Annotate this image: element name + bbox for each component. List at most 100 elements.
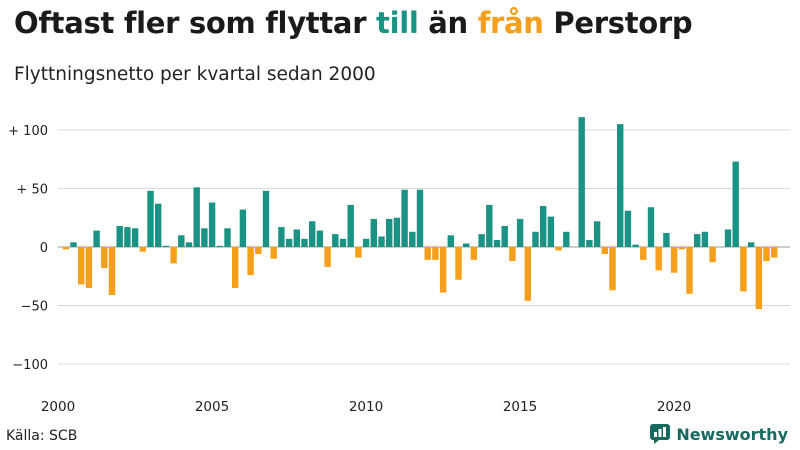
bar (62, 247, 69, 250)
bar (285, 238, 293, 247)
title-highlight-out: från (477, 6, 544, 40)
x-tick-label: 2000 (41, 399, 75, 415)
bar (486, 204, 493, 247)
bar (439, 247, 447, 293)
bar (593, 221, 601, 247)
bar (139, 247, 146, 252)
bar (578, 117, 585, 247)
bar (185, 242, 193, 247)
bar (455, 247, 462, 280)
bar (532, 231, 539, 247)
x-tick-label: 2010 (349, 399, 383, 415)
bar (755, 247, 762, 310)
bar (393, 217, 401, 247)
bar (362, 238, 370, 247)
bar (208, 202, 216, 247)
x-tick-label: 2020 (657, 399, 691, 415)
bar (732, 161, 739, 247)
bar (370, 218, 377, 247)
bar (332, 234, 339, 247)
bar (447, 235, 454, 247)
bar (670, 247, 678, 273)
bar (586, 239, 593, 247)
bar (424, 247, 431, 260)
bar (108, 247, 116, 295)
bar (740, 247, 747, 292)
bar (747, 242, 755, 247)
bar (663, 232, 670, 247)
bar (147, 190, 154, 247)
bar (193, 187, 200, 247)
title-highlight-in: till (376, 6, 419, 40)
bar (655, 247, 662, 271)
x-tick-label: 2015 (503, 399, 537, 415)
bar (478, 234, 485, 247)
bar (324, 247, 331, 267)
bar (70, 242, 77, 247)
bar (178, 235, 185, 247)
bar (432, 247, 439, 260)
chart-subtitle: Flyttningsnetto per kvartal sedan 2000 (14, 64, 376, 85)
bar (386, 218, 393, 247)
title-text: Perstorp (543, 6, 693, 40)
bar (239, 209, 247, 247)
bar (293, 229, 300, 247)
bar (162, 245, 170, 247)
bar (609, 247, 616, 291)
bar (301, 238, 308, 247)
bar (155, 203, 162, 247)
bar (563, 231, 570, 247)
bar (309, 221, 316, 247)
bar (378, 236, 385, 247)
bar (262, 190, 270, 247)
bar (678, 247, 685, 250)
x-tick-label: 2005 (195, 399, 229, 415)
newsworthy-logo-icon (650, 424, 671, 444)
bar (355, 247, 362, 258)
bar (763, 247, 770, 262)
bar (509, 247, 516, 262)
y-tick-label: 0 (40, 241, 48, 256)
title-text: Oftast fler som flyttar (14, 6, 376, 40)
bar (270, 247, 277, 259)
bar (101, 247, 108, 269)
bar (316, 230, 324, 247)
bar (470, 247, 478, 260)
bar (93, 230, 100, 247)
bar (694, 234, 701, 247)
bar (247, 247, 254, 276)
brand-name: Newsworthy (676, 424, 788, 444)
bar (617, 124, 624, 247)
bar (409, 231, 416, 247)
bar (278, 227, 285, 247)
source-note: Källa: SCB (6, 428, 78, 444)
y-tick-label: + 100 (8, 124, 48, 139)
bar (632, 244, 639, 247)
y-tick-label: −50 (21, 300, 48, 315)
bar (647, 207, 655, 247)
y-tick-label: −100 (12, 358, 48, 373)
bar (501, 225, 508, 247)
bar (701, 231, 709, 247)
bar (401, 189, 408, 247)
bar (347, 204, 354, 247)
bar (493, 239, 501, 247)
bar (116, 225, 123, 247)
bar (463, 243, 470, 247)
bar (547, 216, 555, 247)
bar (170, 247, 177, 264)
bar (601, 247, 608, 255)
bar (724, 229, 732, 247)
bar (555, 247, 562, 251)
bar (540, 206, 547, 247)
bar (339, 238, 347, 247)
bar (640, 247, 647, 260)
bar (686, 247, 693, 294)
bar (85, 247, 93, 288)
brand-logo[interactable]: Newsworthy (650, 424, 788, 444)
bar (255, 247, 262, 255)
bar (771, 247, 778, 258)
bar (624, 210, 632, 247)
title-text: än (418, 6, 478, 40)
